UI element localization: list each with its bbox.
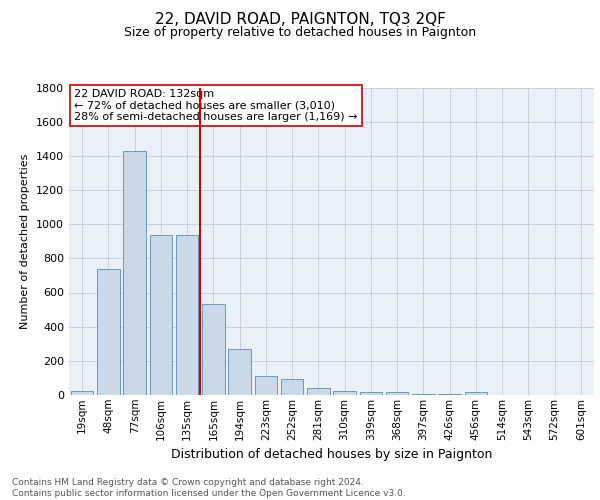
Bar [386,392,408,395]
Bar [124,150,146,395]
Text: 22, DAVID ROAD, PAIGNTON, TQ3 2QF: 22, DAVID ROAD, PAIGNTON, TQ3 2QF [155,12,445,28]
Bar [334,391,356,395]
Text: Size of property relative to detached houses in Paignton: Size of property relative to detached ho… [124,26,476,39]
Text: Contains HM Land Registry data © Crown copyright and database right 2024.
Contai: Contains HM Land Registry data © Crown c… [12,478,406,498]
Bar [281,379,303,395]
Bar [97,268,119,395]
Bar [412,394,434,395]
Text: 22 DAVID ROAD: 132sqm
← 72% of detached houses are smaller (3,010)
28% of semi-d: 22 DAVID ROAD: 132sqm ← 72% of detached … [74,89,358,122]
Bar [307,388,329,395]
X-axis label: Distribution of detached houses by size in Paignton: Distribution of detached houses by size … [171,448,492,461]
Bar [255,376,277,395]
Bar [176,236,198,395]
Bar [465,392,487,395]
Bar [150,236,172,395]
Bar [439,394,461,395]
Bar [360,392,382,395]
Bar [229,349,251,395]
Bar [202,304,224,395]
Y-axis label: Number of detached properties: Number of detached properties [20,154,31,329]
Bar [71,391,93,395]
